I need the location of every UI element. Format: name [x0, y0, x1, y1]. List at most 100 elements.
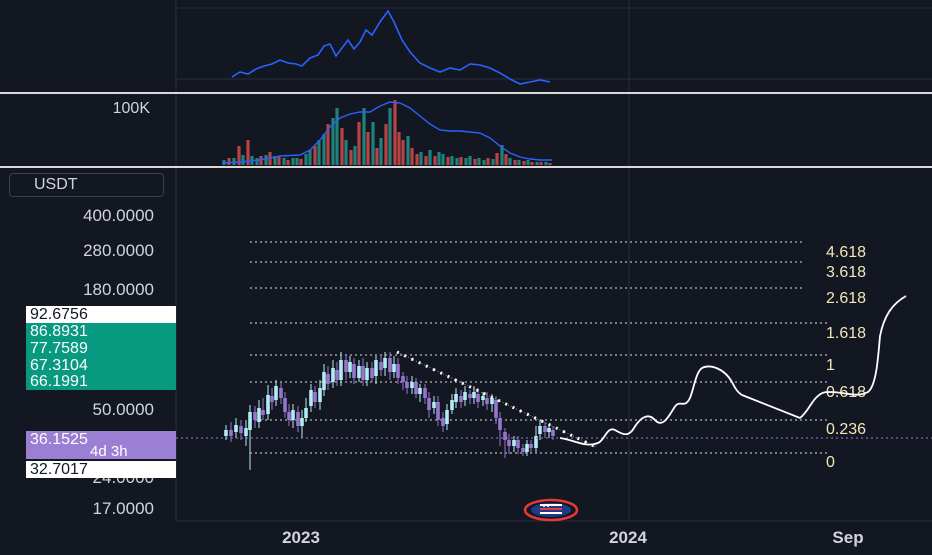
candle-body: [441, 418, 445, 426]
volume-bar: [286, 160, 290, 165]
fib-level-label: 4.618: [826, 244, 866, 261]
volume-bar: [255, 158, 259, 165]
volume-bar: [508, 158, 512, 165]
volume-bar: [375, 148, 379, 165]
volume-bar: [299, 159, 303, 165]
volume-bar: [468, 156, 472, 165]
volume-bar: [428, 150, 432, 165]
volume-bar: [517, 160, 521, 165]
candle-body: [361, 366, 365, 380]
pane-divider-volume[interactable]: [0, 166, 932, 168]
candle-body: [352, 364, 356, 378]
volume-bar: [313, 146, 317, 165]
candle-body: [296, 412, 300, 426]
volume-bar: [371, 122, 375, 165]
volume-bar: [522, 161, 526, 165]
volume-bar: [384, 124, 388, 165]
candle-body: [432, 402, 436, 408]
volume-bar: [237, 146, 241, 165]
candle-body: [244, 428, 248, 436]
volume-bar: [232, 158, 236, 165]
candle-body: [436, 402, 440, 420]
candle-body: [326, 374, 330, 384]
candle-body: [357, 366, 361, 378]
fib-level-label: 0.236: [826, 421, 866, 438]
volume-bar: [459, 157, 463, 165]
candle-body: [283, 398, 287, 412]
candle-body: [335, 370, 339, 380]
candle-body: [423, 388, 427, 398]
volume-bar: [393, 100, 397, 165]
candle-body: [261, 410, 265, 415]
us-flag-icon[interactable]: [523, 498, 579, 522]
volume-bar: [539, 162, 543, 165]
candle-body: [516, 440, 520, 448]
candle-body: [521, 448, 525, 452]
volume-bar: [304, 154, 308, 165]
candle-body: [472, 392, 476, 398]
volume-bar: [455, 158, 459, 165]
candle-body: [507, 440, 511, 446]
candle-body: [234, 425, 238, 432]
volume-bar: [433, 156, 437, 165]
candle-body: [481, 396, 485, 400]
price-tick-label: 180.0000: [83, 280, 154, 299]
volume-bar: [491, 159, 495, 165]
price-tag: 67.3104: [26, 357, 176, 374]
volume-bar: [535, 162, 539, 165]
candle-body: [538, 426, 542, 434]
pane-divider-indicator[interactable]: [0, 92, 932, 94]
candle-body: [547, 428, 551, 432]
candle-body: [529, 444, 533, 448]
candle-body: [229, 430, 233, 436]
volume-bar: [340, 128, 344, 165]
fib-levels: 4.618 3.618 2.618 1.618 1 0.618 0.236 0: [250, 241, 866, 471]
volume-bar: [246, 140, 250, 165]
volume-bar: [424, 156, 428, 165]
volume-bar: [500, 145, 504, 165]
fib-level-label: 0.618: [826, 384, 866, 401]
candle-body: [427, 398, 431, 410]
fib-level-label: 1: [826, 357, 835, 374]
volume-bar: [495, 153, 499, 165]
volume-bar: [357, 122, 361, 165]
candle-body: [374, 360, 378, 376]
candle-body: [445, 410, 449, 424]
volume-bar: [349, 150, 353, 165]
volume-bar: [353, 146, 357, 165]
candle-body: [498, 418, 502, 430]
candlesticks: [224, 352, 555, 470]
volume-bar: [273, 156, 277, 165]
volume-bar: [410, 148, 414, 165]
volume-bar: [331, 118, 335, 165]
price-tick-label: 17.0000: [93, 499, 154, 518]
candle-body: [485, 398, 489, 404]
currency-selector[interactable]: USDT: [9, 173, 164, 197]
volume-bar: [544, 162, 548, 165]
candle-body: [405, 382, 409, 388]
price-tag: 92.6756: [26, 306, 176, 323]
candle-body: [257, 408, 261, 422]
time-axis: 2023 2024 Sep: [282, 528, 864, 547]
candle-body: [534, 436, 538, 448]
candle-body: [459, 396, 463, 402]
volume-bar: [335, 108, 339, 165]
volume-bar: [344, 140, 348, 165]
volume-axis-label: 100K: [113, 100, 151, 117]
volume-bar: [366, 132, 370, 165]
fib-level-label: 1.618: [826, 325, 866, 342]
candle-body: [348, 362, 352, 372]
time-tick-label: 2023: [282, 528, 320, 547]
volume-bar: [450, 156, 454, 165]
candle-body: [291, 410, 295, 420]
volume-bar: [446, 157, 450, 165]
indicator-line: [231, 9, 551, 85]
volume-bar: [295, 158, 299, 165]
volume-bar: [388, 108, 392, 165]
volume-bar: [291, 158, 295, 165]
volume-bar: [415, 154, 419, 165]
candle-body: [525, 444, 529, 452]
candle-body: [344, 360, 348, 372]
